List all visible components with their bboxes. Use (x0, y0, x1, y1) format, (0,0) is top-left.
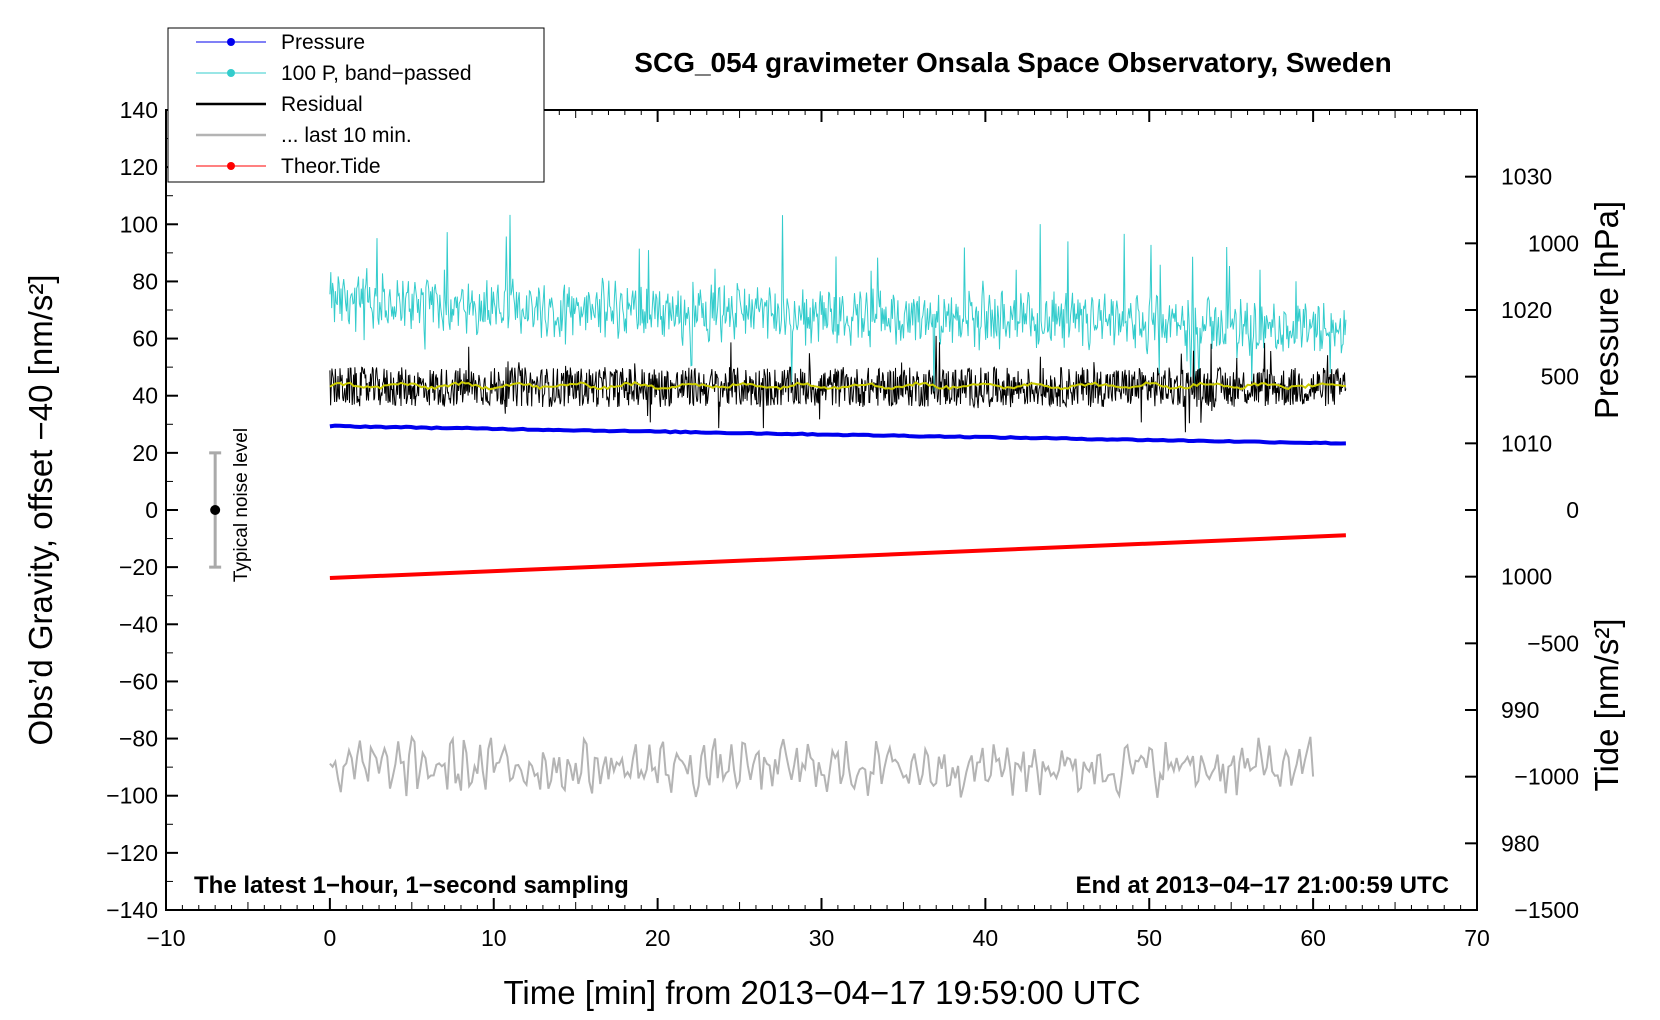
x-tick-label: 30 (809, 925, 835, 951)
pressure-tick-label: 1000 (1501, 564, 1552, 590)
legend-marker (227, 38, 235, 46)
noise-marker: Typical noise level (209, 428, 252, 582)
legend-label: Theor.Tide (281, 155, 381, 178)
ticks-layer: −10 0 10 20 30 40 50 60 70140120100806040200−20−… (106, 97, 1579, 951)
y-left-tick-label: −100 (106, 783, 158, 809)
pressure-tick-label: 980 (1501, 830, 1539, 856)
series-layer (329, 214, 1347, 800)
y-left-tick-label: 140 (120, 97, 158, 123)
y-left-tick-label: 120 (120, 154, 158, 180)
chart-title: SCG_054 gravimeter Onsala Space Observat… (634, 47, 1391, 78)
y-left-tick-label: −40 (119, 611, 158, 637)
y-left-tick-label: −120 (106, 840, 158, 866)
pressure-tick-label: 990 (1501, 697, 1539, 723)
legend-label: Pressure (281, 31, 365, 54)
tide-tick-label: 1000 (1528, 230, 1579, 256)
legend-marker (227, 162, 235, 170)
x-tick-label: 0 (323, 925, 336, 951)
series-bandpassed-pressure (329, 214, 1347, 392)
x-tick-label: 50 (1136, 925, 1162, 951)
x-tick-label: 40 (973, 925, 999, 951)
y-axis-pressure-label: Pressure [hPa] (1588, 201, 1625, 419)
annotation-end-time: End at 2013−04−17 21:00:59 UTC (1075, 872, 1449, 899)
tide-tick-label: −500 (1527, 630, 1579, 656)
y-left-tick-label: −60 (119, 668, 158, 694)
noise-label: Typical noise level (231, 428, 252, 582)
y-left-tick-label: −140 (106, 897, 158, 923)
pressure-tick-label: 1030 (1501, 164, 1552, 190)
series-residual-smoothed (329, 380, 1346, 391)
tide-tick-label: −1000 (1514, 764, 1579, 790)
x-axis-label: Time [min] from 2013−04−17 19:59:00 UTC (503, 974, 1140, 1011)
y-left-tick-label: −80 (119, 726, 158, 752)
y-left-tick-label: 20 (132, 440, 158, 466)
x-tick-label: 60 (1300, 925, 1326, 951)
y-left-tick-label: 40 (132, 383, 158, 409)
legend-entries: Pressure 100 P, band−passed Residual ... la… (196, 31, 472, 178)
annotation-sampling: The latest 1−hour, 1−second sampling (194, 872, 629, 899)
y-left-tick-label: 100 (120, 211, 158, 237)
series-residual (329, 335, 1347, 433)
noise-dot (210, 505, 221, 515)
x-tick-label: 10 (481, 925, 507, 951)
y-left-tick-label: 0 (145, 497, 158, 523)
y-left-tick-label: 60 (132, 326, 158, 352)
x-tick-label: −10 (146, 925, 185, 951)
legend-marker (227, 69, 235, 77)
series-last-10-min (329, 734, 1315, 800)
x-tick-label: 20 (645, 925, 671, 951)
legend-label: Residual (281, 93, 363, 116)
pressure-tick-label: 1010 (1501, 430, 1552, 456)
legend: Pressure 100 P, band−passed Residual ... la… (167, 27, 545, 183)
tide-tick-label: 0 (1566, 497, 1579, 523)
pressure-tick-label: 1020 (1501, 297, 1552, 323)
series-theor-tide (329, 533, 1346, 580)
y-left-tick-label: −20 (119, 554, 158, 580)
y-axis-tide-label: Tide [nm/s²] (1588, 619, 1625, 792)
x-tick-label: 70 (1464, 925, 1490, 951)
series-pressure (329, 423, 1346, 446)
y-left-tick-label: 80 (132, 268, 158, 294)
y-axis-left-label: Obs’d Gravity, offset −40 [nm/s²] (22, 274, 59, 745)
legend-label: ... last 10 min. (281, 124, 412, 147)
legend-label: 100 P, band−passed (281, 62, 472, 85)
tide-tick-label: −1500 (1514, 897, 1579, 923)
tide-tick-label: 500 (1541, 364, 1579, 390)
